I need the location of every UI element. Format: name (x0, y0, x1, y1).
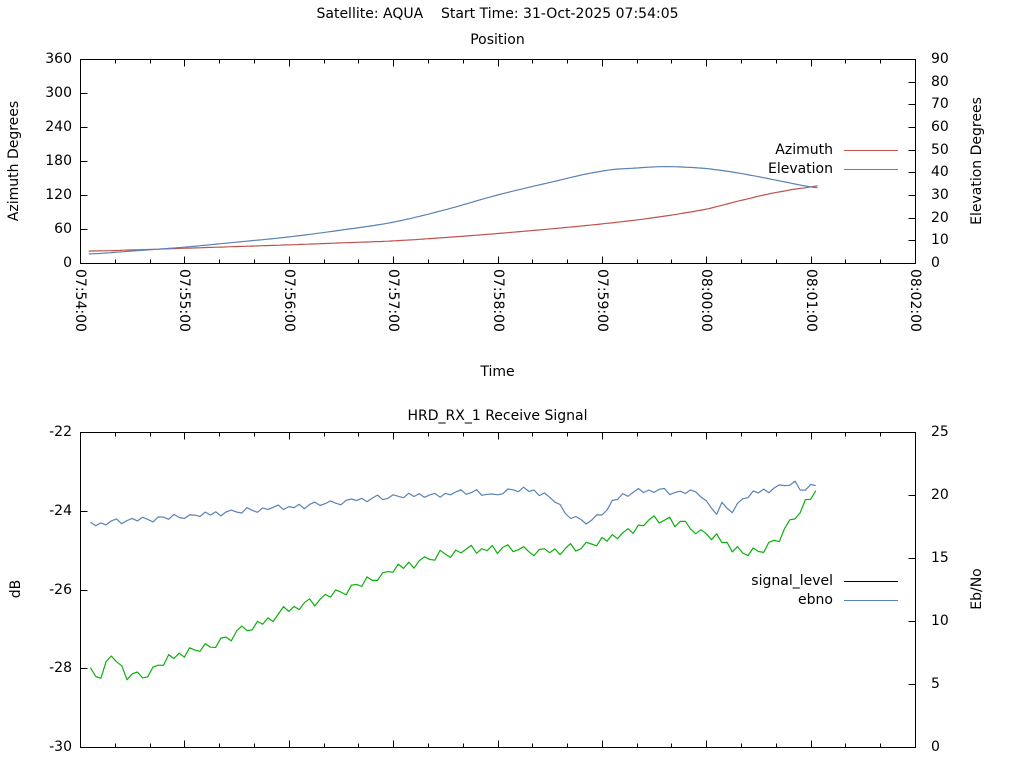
y2-tick-label: 0 (931, 739, 940, 755)
x-tick-label: 08:02:00 (907, 269, 923, 332)
legend-label: ebno (798, 591, 833, 608)
y-tick-label: 360 (45, 51, 72, 67)
y2-tick-label: 60 (931, 119, 949, 135)
curve-ebno (90, 480, 816, 527)
axis-ticks (80, 432, 916, 748)
curve-azimuth (88, 185, 818, 252)
legend-line-sample (844, 150, 898, 151)
ebno-axis-label: Eb/No (969, 568, 985, 610)
legend-line-sample (844, 168, 898, 170)
y-tick-label: -28 (49, 660, 72, 677)
db-axis-label: dB (8, 579, 24, 599)
x-tick-label: 07:56:00 (280, 269, 297, 332)
y-tick-label: 60 (54, 221, 72, 237)
x-tick-label: 08:00:00 (698, 269, 715, 332)
y-tick-label: -24 (49, 502, 72, 519)
legend-line-sample (844, 599, 898, 601)
y-tick-label: 180 (45, 153, 72, 169)
time-axis-label: Time (480, 364, 515, 380)
signal-chart-title: HRD_RX_1 Receive Signal (407, 408, 588, 424)
position-plot-canvas (80, 59, 916, 264)
y2-tick-label: 40 (931, 164, 949, 181)
axis-ticks (80, 59, 916, 264)
y2-tick-label: 30 (931, 187, 949, 203)
y-tick-label: -26 (49, 581, 72, 598)
x-tick-label: 07:54:00 (72, 269, 88, 332)
x-tick-label: 07:59:00 (593, 269, 610, 332)
y2-tick-label: 5 (931, 676, 940, 692)
curve-elevation (88, 166, 818, 255)
y2-tick-label: 10 (931, 232, 949, 249)
y-tick-label: 120 (45, 187, 72, 203)
y2-tick-label: 10 (931, 613, 949, 629)
y-tick-label: -30 (49, 739, 72, 755)
y2-tick-label: 25 (931, 424, 949, 440)
legend-label: signal_level (751, 573, 833, 589)
x-tick-label: 08:01:00 (802, 269, 819, 332)
y2-tick-label: 15 (931, 550, 949, 566)
y2-tick-label: 70 (931, 96, 949, 113)
y2-tick-label: 20 (931, 487, 949, 503)
page-title: Satellite: AQUA Start Time: 31-Oct-2025 … (316, 6, 679, 22)
y-tick-label: -22 (49, 424, 72, 440)
signal-plot-canvas (80, 432, 916, 748)
x-tick-label: 07:55:00 (176, 269, 193, 332)
y2-tick-label: 80 (931, 73, 949, 90)
legend-label: Azimuth (775, 142, 833, 158)
legend-line-sample (844, 581, 898, 582)
curve-signal_level (89, 490, 817, 681)
y-tick-label: 0 (63, 255, 72, 271)
x-tick-label: 07:57:00 (385, 269, 402, 332)
y2-tick-label: 50 (931, 141, 949, 158)
y-tick-label: 300 (45, 85, 72, 101)
legend-label: Elevation (767, 160, 833, 177)
position-chart-title: Position (470, 32, 525, 48)
y2-tick-label: 0 (931, 255, 940, 271)
y2-tick-label: 90 (931, 51, 949, 67)
x-tick-label: 07:58:00 (489, 269, 506, 332)
y2-tick-label: 20 (931, 209, 949, 226)
y-tick-label: 240 (45, 119, 72, 135)
elevation-axis-label: Elevation Degrees (969, 97, 985, 225)
azimuth-axis-label: Azimuth Degrees (6, 100, 22, 222)
